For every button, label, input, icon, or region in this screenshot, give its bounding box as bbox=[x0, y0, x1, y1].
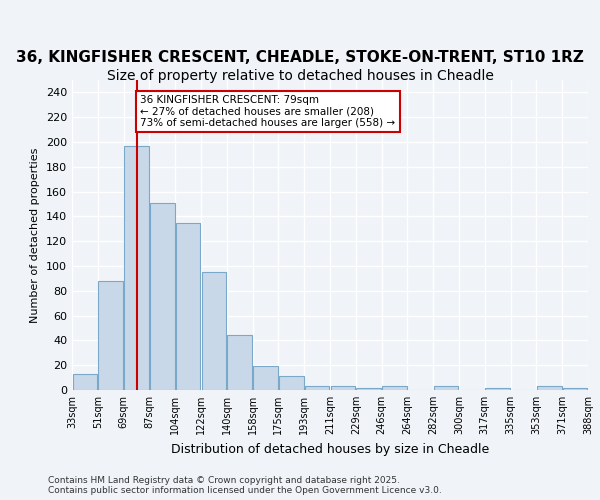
Bar bbox=[434, 386, 458, 390]
Bar bbox=[227, 336, 252, 390]
Text: 36 KINGFISHER CRESCENT: 79sqm
← 27% of detached houses are smaller (208)
73% of : 36 KINGFISHER CRESCENT: 79sqm ← 27% of d… bbox=[140, 95, 395, 128]
Text: 36, KINGFISHER CRESCENT, CHEADLE, STOKE-ON-TRENT, ST10 1RZ: 36, KINGFISHER CRESCENT, CHEADLE, STOKE-… bbox=[16, 50, 584, 65]
Bar bbox=[382, 386, 407, 390]
Bar bbox=[124, 146, 149, 390]
Bar bbox=[150, 203, 175, 390]
Bar bbox=[98, 281, 123, 390]
Bar bbox=[485, 388, 510, 390]
Text: Contains HM Land Registry data © Crown copyright and database right 2025.
Contai: Contains HM Land Registry data © Crown c… bbox=[48, 476, 442, 495]
Bar bbox=[73, 374, 97, 390]
Bar bbox=[202, 272, 226, 390]
Bar bbox=[331, 386, 355, 390]
Bar bbox=[563, 388, 587, 390]
Bar bbox=[356, 388, 381, 390]
X-axis label: Distribution of detached houses by size in Cheadle: Distribution of detached houses by size … bbox=[171, 442, 489, 456]
Bar bbox=[305, 386, 329, 390]
Bar bbox=[176, 222, 200, 390]
Bar bbox=[537, 386, 562, 390]
Bar bbox=[279, 376, 304, 390]
Bar bbox=[253, 366, 278, 390]
Text: Size of property relative to detached houses in Cheadle: Size of property relative to detached ho… bbox=[107, 69, 493, 83]
Y-axis label: Number of detached properties: Number of detached properties bbox=[31, 148, 40, 322]
